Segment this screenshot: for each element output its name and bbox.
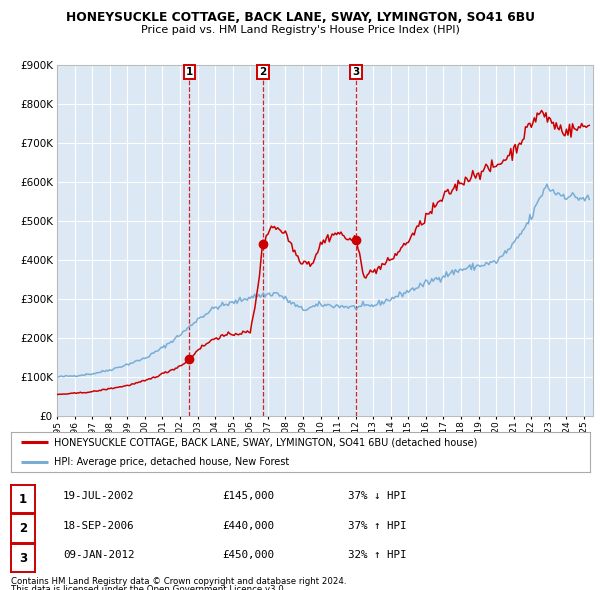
Text: HONEYSUCKLE COTTAGE, BACK LANE, SWAY, LYMINGTON, SO41 6BU: HONEYSUCKLE COTTAGE, BACK LANE, SWAY, LY… — [65, 11, 535, 24]
Text: £440,000: £440,000 — [222, 521, 274, 530]
Text: Contains HM Land Registry data © Crown copyright and database right 2024.: Contains HM Land Registry data © Crown c… — [11, 577, 346, 586]
Text: 37% ↑ HPI: 37% ↑ HPI — [348, 521, 407, 530]
Text: £145,000: £145,000 — [222, 491, 274, 501]
Text: Price paid vs. HM Land Registry's House Price Index (HPI): Price paid vs. HM Land Registry's House … — [140, 25, 460, 35]
Text: 19-JUL-2002: 19-JUL-2002 — [63, 491, 134, 501]
Text: 37% ↓ HPI: 37% ↓ HPI — [348, 491, 407, 501]
Text: 1: 1 — [19, 493, 27, 506]
Text: £450,000: £450,000 — [222, 550, 274, 560]
Text: HONEYSUCKLE COTTAGE, BACK LANE, SWAY, LYMINGTON, SO41 6BU (detached house): HONEYSUCKLE COTTAGE, BACK LANE, SWAY, LY… — [54, 437, 478, 447]
Text: 3: 3 — [19, 552, 27, 565]
Text: 2: 2 — [19, 522, 27, 535]
Text: 3: 3 — [353, 67, 360, 77]
Text: 18-SEP-2006: 18-SEP-2006 — [63, 521, 134, 530]
Text: 2: 2 — [259, 67, 266, 77]
Text: 1: 1 — [186, 67, 193, 77]
Text: 09-JAN-2012: 09-JAN-2012 — [63, 550, 134, 560]
Text: This data is licensed under the Open Government Licence v3.0.: This data is licensed under the Open Gov… — [11, 585, 286, 590]
Text: HPI: Average price, detached house, New Forest: HPI: Average price, detached house, New … — [54, 457, 289, 467]
Text: 32% ↑ HPI: 32% ↑ HPI — [348, 550, 407, 560]
